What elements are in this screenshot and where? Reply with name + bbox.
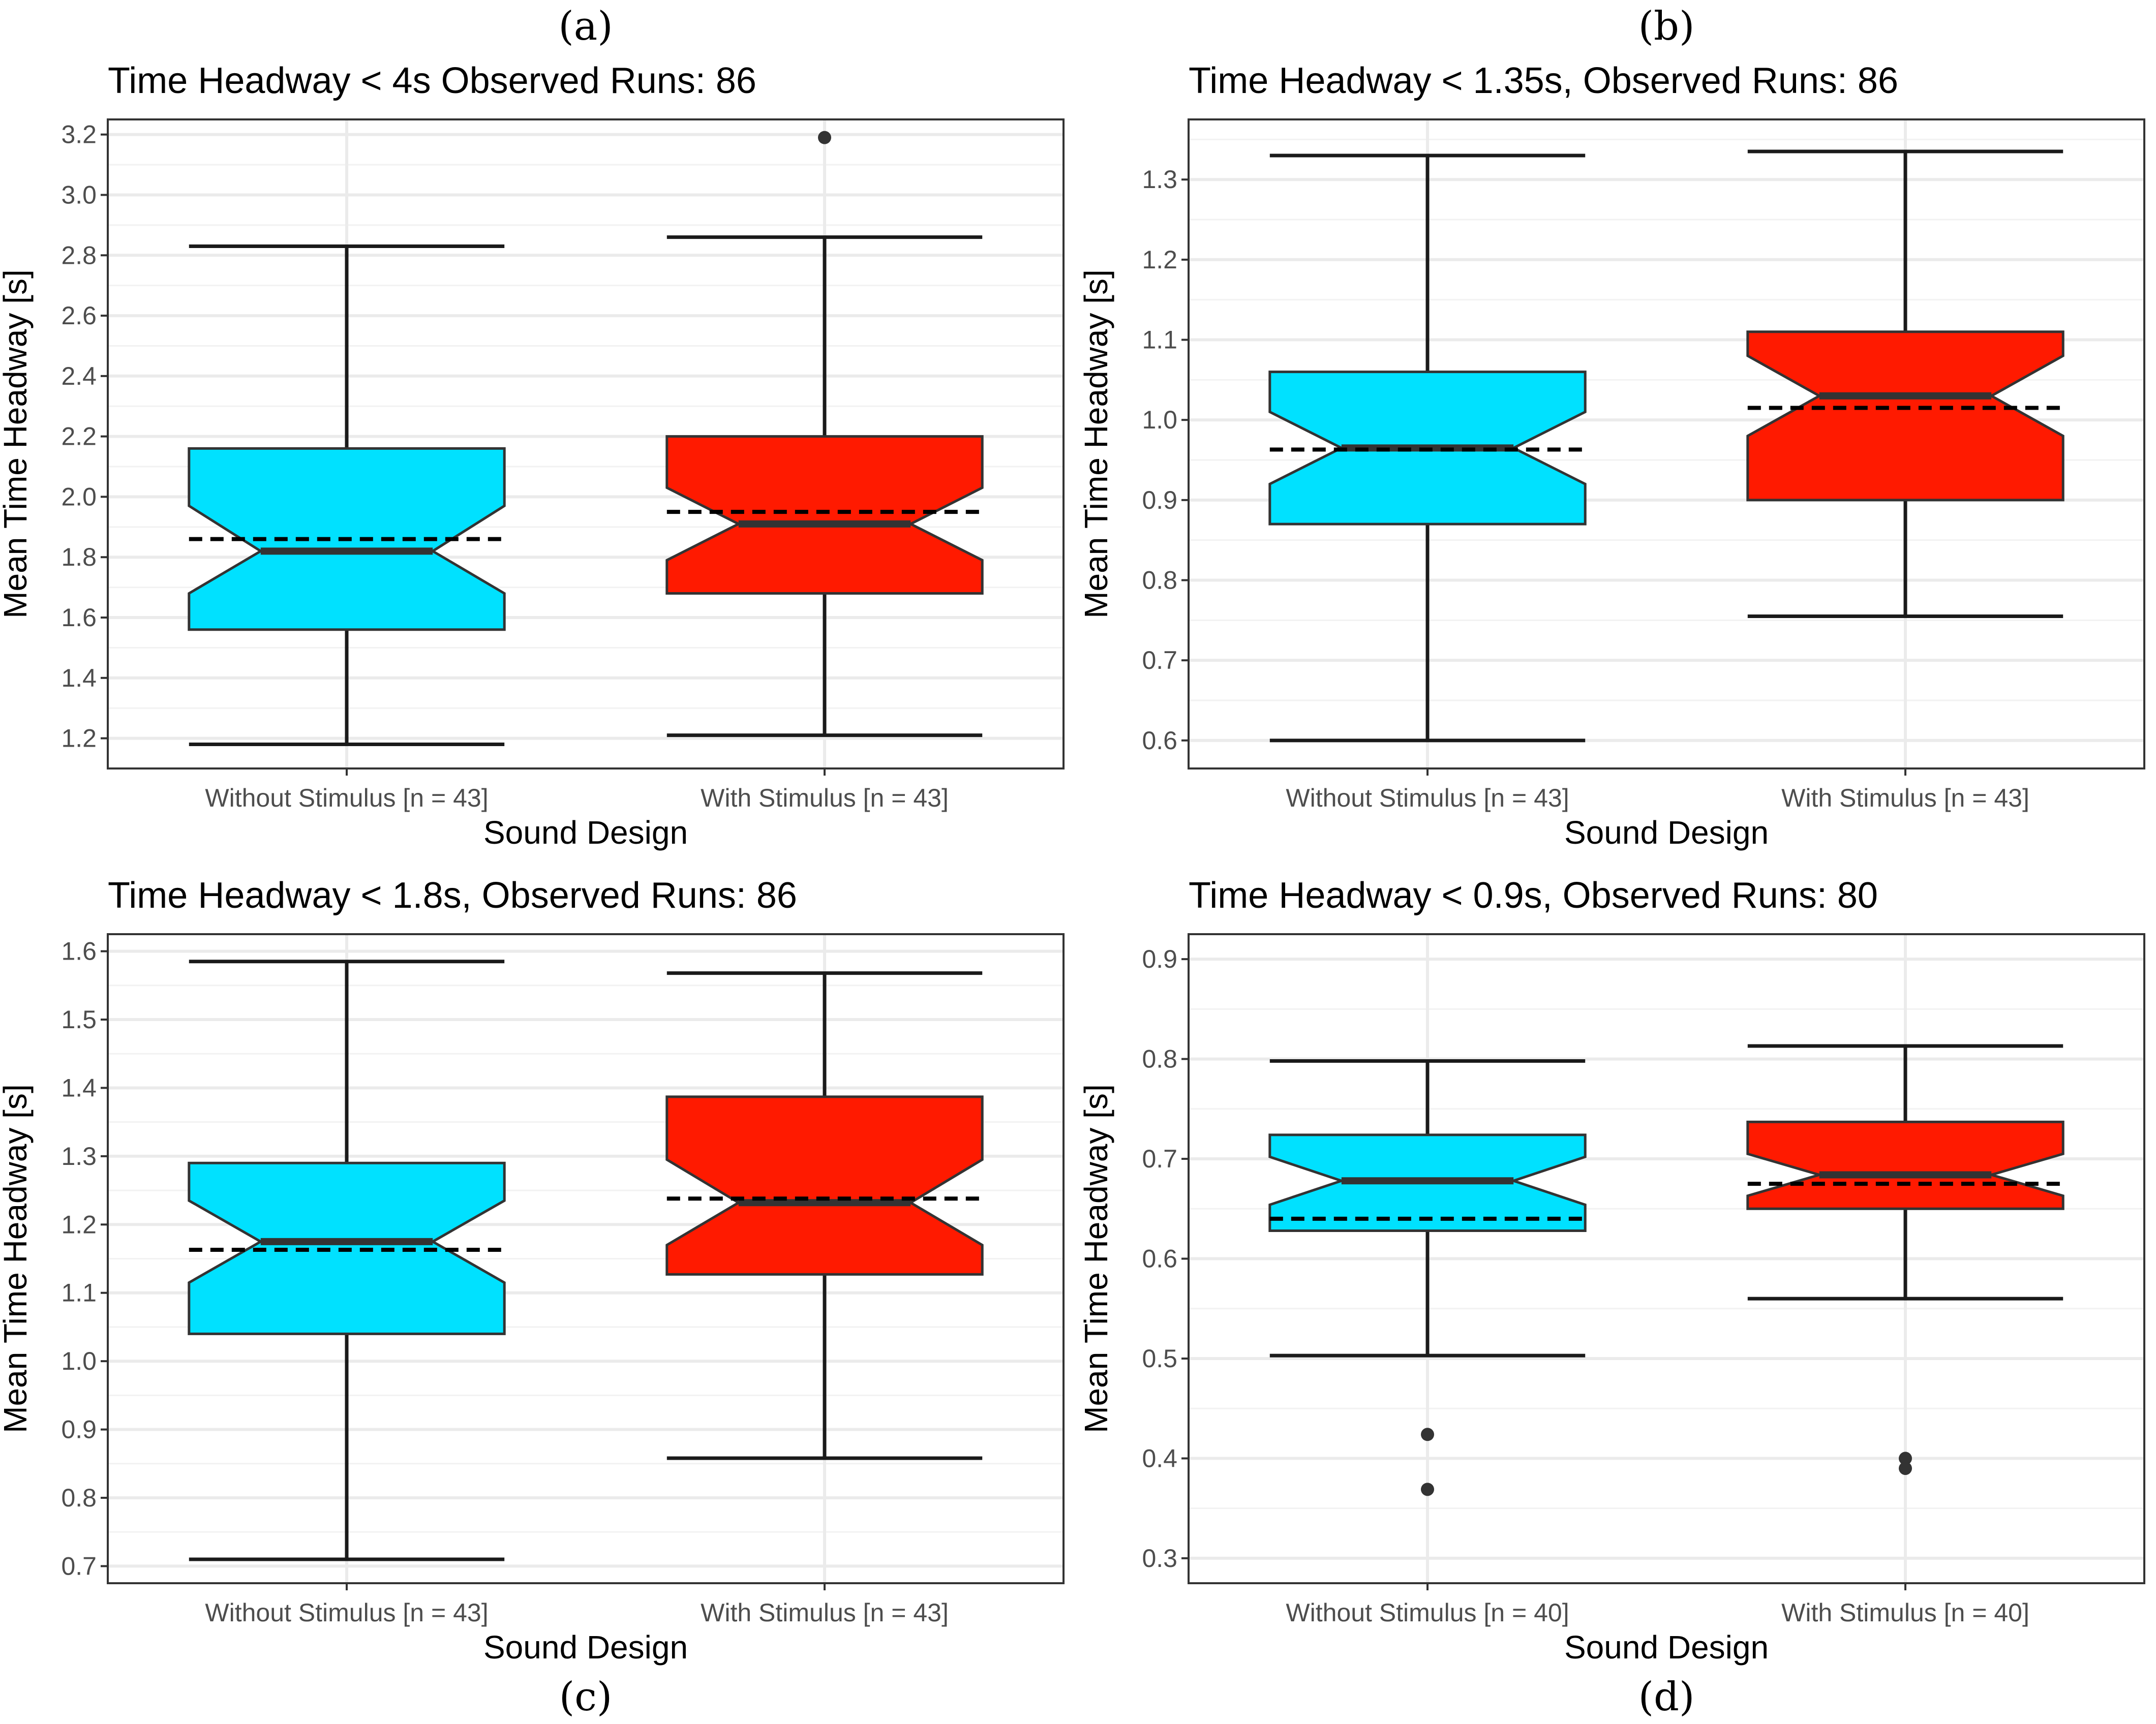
x-category-label: With Stimulus [n = 43] [1781, 784, 2029, 812]
notched-box [1746, 1120, 2064, 1210]
y-tick-label: 0.7 [1142, 1145, 1177, 1173]
y-tick-label: 1.0 [61, 1347, 97, 1375]
notched-box [665, 435, 984, 595]
y-tick-label: 1.3 [61, 1142, 97, 1171]
panel-label: (c) [559, 1674, 613, 1720]
x-category-label: Without Stimulus [n = 43] [205, 784, 488, 812]
box-with-stimulus [1746, 149, 2064, 618]
box-with-stimulus [665, 131, 984, 737]
y-tick-label: 1.2 [61, 724, 97, 753]
y-tick-label: 0.3 [1142, 1544, 1177, 1573]
y-axis-title: Mean Time Headway [s] [1078, 269, 1114, 619]
x-axis-title: Sound Design [1564, 1629, 1769, 1666]
panel-label: (d) [1638, 1674, 1695, 1720]
y-tick-label: 1.1 [1142, 326, 1177, 354]
box-without-stimulus [188, 244, 506, 746]
y-tick-label: 3.0 [61, 180, 97, 209]
plot-frame [1188, 933, 2145, 1584]
outlier-point [1421, 1428, 1434, 1441]
chart-title: Time Headway < 0.9s, Observed Runs: 80 [1189, 875, 1878, 916]
panel-a: (a) Time Headway < 4s Observed Runs: 86 1.… [0, 4, 1065, 851]
x-category-label: With Stimulus [n = 43] [701, 1598, 949, 1627]
plot-frame [107, 933, 1065, 1584]
y-axis-title: Mean Time Headway [s] [0, 269, 34, 619]
box-without-stimulus [1268, 153, 1587, 743]
y-tick-label: 0.9 [1142, 945, 1177, 973]
notched-box [665, 1095, 984, 1276]
outlier-point [1421, 1483, 1434, 1496]
y-tick-label: 1.4 [61, 1073, 97, 1102]
y-tick-label: 1.5 [61, 1005, 97, 1034]
y-tick-label: 0.7 [1142, 646, 1177, 674]
y-tick-label: 0.7 [61, 1552, 97, 1580]
x-category-label: With Stimulus [n = 43] [701, 784, 949, 812]
panel-b: (b) Time Headway < 1.35s, Observed Runs: … [1078, 4, 2145, 851]
y-tick-label: 1.6 [61, 603, 97, 632]
box-without-stimulus [1268, 1059, 1587, 1496]
panel-label: (a) [558, 4, 613, 49]
y-tick-label: 0.8 [1142, 566, 1177, 595]
notched-box [1746, 330, 2064, 502]
panel-label: (b) [1638, 4, 1695, 49]
y-tick-label: 1.8 [61, 543, 97, 571]
y-tick-label: 1.2 [1142, 245, 1177, 274]
y-tick-label: 0.9 [1142, 486, 1177, 514]
y-tick-label: 2.4 [61, 362, 97, 390]
y-tick-label: 3.2 [61, 120, 97, 149]
y-tick-label: 1.2 [61, 1210, 97, 1239]
x-category-label: With Stimulus [n = 40] [1781, 1598, 2029, 1627]
y-tick-label: 0.5 [1142, 1344, 1177, 1373]
x-category-label: Without Stimulus [n = 40] [1286, 1598, 1569, 1627]
box-with-stimulus [665, 971, 984, 1460]
y-tick-label: 0.4 [1142, 1444, 1177, 1472]
y-tick-label: 1.3 [1142, 165, 1177, 194]
x-axis-title: Sound Design [483, 1629, 688, 1666]
chart-title: Time Headway < 1.8s, Observed Runs: 86 [108, 875, 797, 916]
y-tick-label: 1.6 [61, 937, 97, 966]
outlier-point [818, 131, 831, 144]
y-tick-label: 0.6 [1142, 1245, 1177, 1273]
y-tick-label: 2.0 [61, 482, 97, 511]
y-tick-label: 0.9 [61, 1415, 97, 1444]
y-tick-label: 1.4 [61, 664, 97, 692]
box-with-stimulus [1746, 1044, 2064, 1475]
y-tick-label: 0.8 [61, 1484, 97, 1512]
chart-title: Time Headway < 4s Observed Runs: 86 [108, 60, 756, 101]
panel-d: (d) Time Headway < 0.9s, Observed Runs: 8… [1078, 875, 2145, 1720]
y-tick-label: 2.8 [61, 241, 97, 269]
x-axis-title: Sound Design [1564, 814, 1769, 851]
plot-frame [1188, 118, 2145, 769]
outlier-point [1899, 1462, 1912, 1475]
plot-frame [107, 118, 1065, 769]
y-axis-title: Mean Time Headway [s] [1078, 1084, 1114, 1433]
x-category-label: Without Stimulus [n = 43] [205, 1598, 488, 1627]
panel-c: (c) Time Headway < 1.8s, Observed Runs: 8… [0, 875, 1065, 1720]
outlier-point [1899, 1452, 1912, 1465]
y-tick-label: 2.2 [61, 422, 97, 451]
y-tick-label: 0.6 [1142, 726, 1177, 755]
y-tick-label: 2.6 [61, 301, 97, 330]
y-axis-title: Mean Time Headway [s] [0, 1084, 34, 1433]
y-tick-label: 1.1 [61, 1279, 97, 1307]
chart-title: Time Headway < 1.35s, Observed Runs: 86 [1189, 60, 1898, 101]
x-axis-title: Sound Design [483, 814, 688, 851]
y-tick-label: 1.0 [1142, 406, 1177, 434]
x-category-label: Without Stimulus [n = 43] [1286, 784, 1569, 812]
y-tick-label: 0.8 [1142, 1045, 1177, 1073]
box-without-stimulus [188, 960, 506, 1561]
